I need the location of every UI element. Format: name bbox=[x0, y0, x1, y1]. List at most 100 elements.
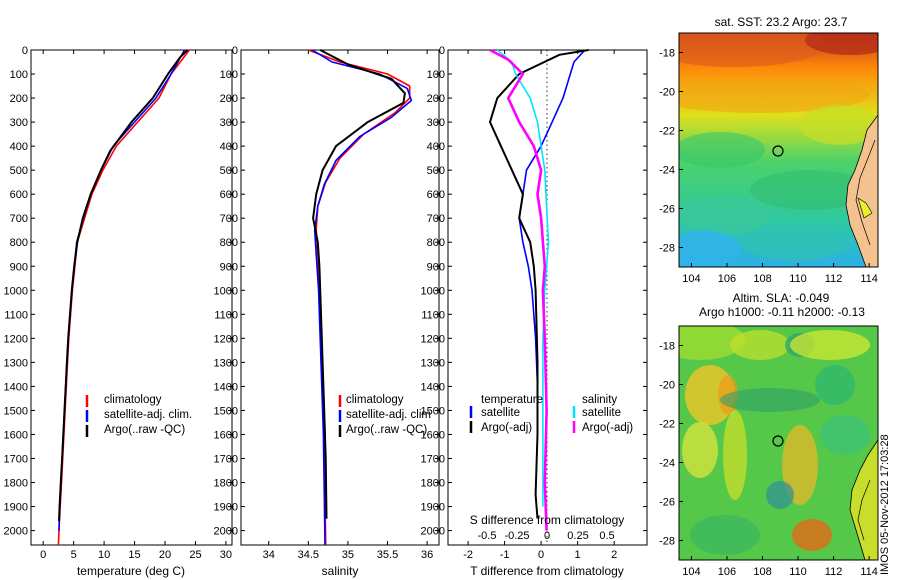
depth-tick-label: 500 bbox=[220, 165, 238, 177]
depth-tick-label: 1000 bbox=[4, 285, 28, 297]
x-tick-label: 25 bbox=[189, 549, 201, 561]
series-line-salinity-satellite bbox=[496, 49, 550, 507]
map-y-tick-label: -26 bbox=[659, 204, 675, 216]
map-x-tick-label: 106 bbox=[718, 566, 736, 578]
depth-tick-label: 1900 bbox=[4, 502, 28, 514]
legend-satellite-adj: satellite-adj. clim bbox=[346, 409, 431, 421]
sla-map-title: Altim. SLA: -0.049 bbox=[733, 291, 830, 305]
depth-tick-label: 200 bbox=[427, 93, 445, 105]
s-diff-tick-label: -0.25 bbox=[504, 530, 529, 542]
sla-heatmap bbox=[679, 326, 878, 560]
sst-map-frame bbox=[678, 32, 879, 268]
depth-tick-label: 0 bbox=[232, 45, 238, 57]
depth-tick-label: 1600 bbox=[214, 429, 238, 441]
s-diff-tick-label: 0.5 bbox=[599, 530, 614, 542]
map-y-tick-label: -28 bbox=[659, 243, 675, 255]
depth-tick-label: 600 bbox=[427, 189, 445, 201]
depth-tick-label: 1400 bbox=[214, 381, 238, 393]
legend-temperature-title: temperature bbox=[481, 394, 543, 406]
x-tick-label: -1 bbox=[500, 549, 510, 561]
map-x-tick-label: 114 bbox=[860, 566, 878, 578]
depth-tick-label: 1800 bbox=[214, 478, 238, 490]
x-tick-label: 30 bbox=[220, 549, 232, 561]
salinity-xlabel: salinity bbox=[322, 564, 359, 578]
depth-tick-label: 1700 bbox=[4, 453, 28, 465]
depth-tick-label: 100 bbox=[427, 69, 445, 81]
depth-tick-label: 1500 bbox=[4, 405, 28, 417]
map-x-tick-label: 112 bbox=[825, 566, 843, 578]
depth-tick-label: 800 bbox=[220, 237, 238, 249]
map-y-tick-label: -20 bbox=[659, 87, 675, 99]
legend-salinity-satellite: satellite bbox=[582, 407, 621, 419]
depth-tick-label: 800 bbox=[427, 237, 445, 249]
x-tick-label: 20 bbox=[159, 549, 171, 561]
depth-tick-label: 0 bbox=[22, 45, 28, 57]
depth-tick-label: 700 bbox=[10, 213, 28, 225]
map-x-tick-label: 110 bbox=[789, 273, 807, 285]
sst-map-title: sat. SST: 23.2 Argo: 23.7 bbox=[715, 15, 848, 29]
x-tick-label: 10 bbox=[98, 549, 110, 561]
map-x-tick-label: 108 bbox=[753, 566, 771, 578]
depth-tick-label: 300 bbox=[220, 117, 238, 129]
legend-temperature-satellite: satellite bbox=[481, 407, 520, 419]
series-line-salinity-argo-adj- bbox=[489, 48, 548, 531]
depth-tick-label: 1900 bbox=[214, 502, 238, 514]
depth-tick-label: 0 bbox=[439, 45, 445, 57]
depth-tick-label: 400 bbox=[427, 141, 445, 153]
map-y-tick-label: -18 bbox=[659, 48, 675, 60]
depth-tick-label: 1300 bbox=[4, 357, 28, 369]
depth-tick-label: 1200 bbox=[421, 333, 445, 345]
x-tick-label: 0 bbox=[538, 549, 544, 561]
depth-tick-label: 600 bbox=[220, 189, 238, 201]
map-y-tick-label: -28 bbox=[659, 536, 675, 548]
depth-tick-label: 1000 bbox=[421, 285, 445, 297]
legend-argo: Argo(..raw -QC) bbox=[346, 424, 427, 436]
map-y-tick-label: -22 bbox=[659, 126, 675, 138]
map-y-tick-label: -18 bbox=[659, 341, 675, 353]
x-tick-label: 34 bbox=[263, 549, 275, 561]
s-difference-xlabel: S difference from climatology bbox=[470, 513, 625, 527]
x-tick-label: 0 bbox=[40, 549, 46, 561]
depth-tick-label: 1900 bbox=[421, 502, 445, 514]
map-y-tick-label: -26 bbox=[659, 497, 675, 509]
depth-tick-label: 100 bbox=[220, 69, 238, 81]
series-line-temperature-argo-adj- bbox=[489, 49, 589, 519]
map-x-tick-label: 110 bbox=[789, 566, 807, 578]
series-line-satellite-adj-clim- bbox=[58, 49, 186, 531]
series-line-temperature-satellite bbox=[518, 49, 586, 387]
series-line-argo-raw-qc- bbox=[312, 49, 406, 519]
depth-tick-label: 1200 bbox=[214, 333, 238, 345]
depth-tick-label: 400 bbox=[10, 141, 28, 153]
salinity-legend: climatology satellite-adj. clim Argo(..r… bbox=[338, 394, 431, 437]
depth-tick-label: 1300 bbox=[421, 357, 445, 369]
depth-tick-label: 1800 bbox=[421, 478, 445, 490]
legend-temperature-argo: Argo(-adj) bbox=[481, 422, 532, 434]
depth-tick-label: 1700 bbox=[421, 453, 445, 465]
legend-salinity-title: salinity bbox=[582, 394, 617, 406]
depth-tick-label: 1200 bbox=[4, 333, 28, 345]
sla-map-subtitle: Argo h1000: -0.11 h2000: -0.13 bbox=[699, 305, 865, 319]
depth-tick-label: 100 bbox=[10, 69, 28, 81]
s-diff-tick-label: 0.25 bbox=[567, 530, 588, 542]
t-difference-xlabel: T difference from climatology bbox=[470, 564, 624, 578]
map-x-tick-label: 108 bbox=[753, 273, 771, 285]
salinity-series bbox=[308, 49, 413, 546]
x-tick-label: 5 bbox=[71, 549, 77, 561]
sst-heatmap bbox=[679, 33, 878, 267]
depth-tick-label: 900 bbox=[220, 261, 238, 273]
temperature-axes bbox=[30, 49, 233, 546]
x-tick-label: 1 bbox=[575, 549, 581, 561]
sla-map-frame bbox=[678, 325, 879, 561]
depth-tick-label: 1400 bbox=[421, 381, 445, 393]
depth-tick-label: 2000 bbox=[214, 526, 238, 538]
depth-tick-label: 500 bbox=[10, 165, 28, 177]
x-tick-label: 35 bbox=[342, 549, 354, 561]
x-tick-label: 36 bbox=[421, 549, 433, 561]
argo-float-marker bbox=[772, 145, 784, 157]
footer-timestamp: IMOS 05-Nov-2012 17:03:28 bbox=[879, 434, 891, 575]
legend-climatology: climatology bbox=[346, 394, 404, 406]
x-tick-label: 15 bbox=[128, 549, 140, 561]
map-x-tick-label: 104 bbox=[682, 273, 700, 285]
map-y-tick-label: -20 bbox=[659, 380, 675, 392]
